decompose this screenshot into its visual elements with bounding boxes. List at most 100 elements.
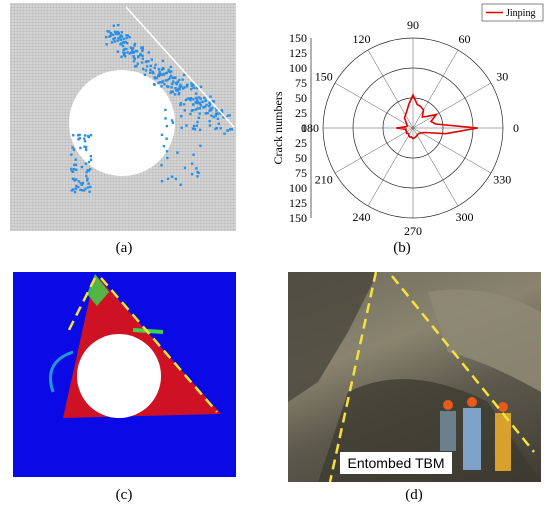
legend-box xyxy=(481,3,544,22)
grid-spoke xyxy=(367,127,414,207)
crack-point xyxy=(80,183,84,186)
caption-b: (b) xyxy=(393,240,411,256)
crack-point xyxy=(212,115,216,119)
panel-c-graphic xyxy=(49,274,221,418)
crack-point xyxy=(86,177,89,180)
crack-point xyxy=(209,107,212,110)
radial-tick-label: 75 xyxy=(295,166,307,180)
crack-point xyxy=(129,46,132,49)
crack-point xyxy=(178,85,181,89)
rock-mass-left xyxy=(288,272,378,402)
crack-point xyxy=(117,37,120,40)
crack-point xyxy=(195,92,198,95)
angle-label: 210 xyxy=(315,173,333,187)
crack-point xyxy=(205,103,208,107)
crack-point xyxy=(113,36,116,40)
crack-point xyxy=(198,112,201,115)
crack-point xyxy=(88,190,91,193)
crack-point xyxy=(132,51,135,54)
crack-point xyxy=(183,109,186,112)
crack-point xyxy=(84,148,88,152)
worker-3 xyxy=(495,402,511,471)
crack-point xyxy=(116,50,119,53)
crack-point xyxy=(110,41,114,44)
crack-point xyxy=(89,158,93,161)
crack-point xyxy=(204,99,207,103)
crack-point xyxy=(160,73,164,76)
crack-point xyxy=(77,185,80,189)
crack-point xyxy=(154,63,157,66)
angle-label: 90 xyxy=(407,18,419,32)
crack-point xyxy=(208,103,212,106)
crack-point xyxy=(133,42,137,46)
crack-point xyxy=(151,70,154,74)
crack-point xyxy=(174,87,177,90)
angle-label: 330 xyxy=(493,173,511,187)
crack-point xyxy=(116,39,119,42)
crack-point xyxy=(197,171,200,175)
crack-point xyxy=(177,93,180,96)
crack-point xyxy=(86,179,89,182)
crack-point xyxy=(154,77,157,80)
angle-label: 300 xyxy=(456,210,474,224)
crack-point xyxy=(167,77,171,81)
crack-point xyxy=(229,128,232,131)
crack-point xyxy=(191,127,195,130)
crack-point xyxy=(219,112,222,115)
crack-point xyxy=(133,57,136,60)
crack-point xyxy=(122,48,125,52)
crack-point xyxy=(209,109,213,112)
dashed-boundary-left xyxy=(328,272,378,482)
crack-point xyxy=(226,114,230,117)
crack-point xyxy=(141,49,144,53)
crack-point xyxy=(180,126,183,129)
crack-point xyxy=(217,122,220,125)
crack-point xyxy=(121,44,125,48)
crack-point xyxy=(169,91,172,94)
crack-point xyxy=(125,47,128,51)
crack-point xyxy=(89,133,93,137)
crack-point xyxy=(226,129,229,132)
crack-point xyxy=(176,80,179,83)
crack-point xyxy=(79,146,82,150)
crack-point xyxy=(120,42,123,45)
crack-point xyxy=(208,120,211,123)
crack-point xyxy=(144,60,148,64)
crack-point xyxy=(107,30,111,33)
crack-point xyxy=(192,124,196,128)
crack-point xyxy=(162,73,165,77)
crack-point xyxy=(87,182,90,185)
tunnel-opening xyxy=(69,70,175,176)
crack-point xyxy=(192,86,195,89)
grid-spoke xyxy=(412,49,459,129)
crack-point xyxy=(160,68,164,71)
radial-tick-label: 125 xyxy=(289,196,307,210)
crack-point xyxy=(172,80,175,83)
crack-point xyxy=(194,108,198,111)
crack-point xyxy=(196,175,199,178)
crack-point xyxy=(105,35,108,39)
crack-point xyxy=(71,146,74,149)
crack-point xyxy=(161,81,164,84)
radial-tick-label: 150 xyxy=(289,31,307,45)
crack-point xyxy=(141,54,144,57)
tunnel-opening xyxy=(77,334,161,418)
grid-spoke xyxy=(412,127,492,174)
crack-point xyxy=(178,78,181,82)
crack-point xyxy=(136,62,139,65)
crack-point xyxy=(195,97,198,100)
crack-point xyxy=(111,33,115,36)
crack-point xyxy=(214,112,218,116)
crack-point xyxy=(196,102,199,105)
crack-point xyxy=(71,177,75,180)
crack-point xyxy=(85,174,88,178)
crack-point xyxy=(143,73,147,77)
series-line-jinping xyxy=(396,93,478,140)
crack-point xyxy=(211,106,214,110)
crack-point xyxy=(186,83,189,86)
crack-point xyxy=(89,185,92,189)
crack-point xyxy=(180,115,183,118)
crack-point xyxy=(74,187,78,190)
crack-point xyxy=(133,44,136,47)
